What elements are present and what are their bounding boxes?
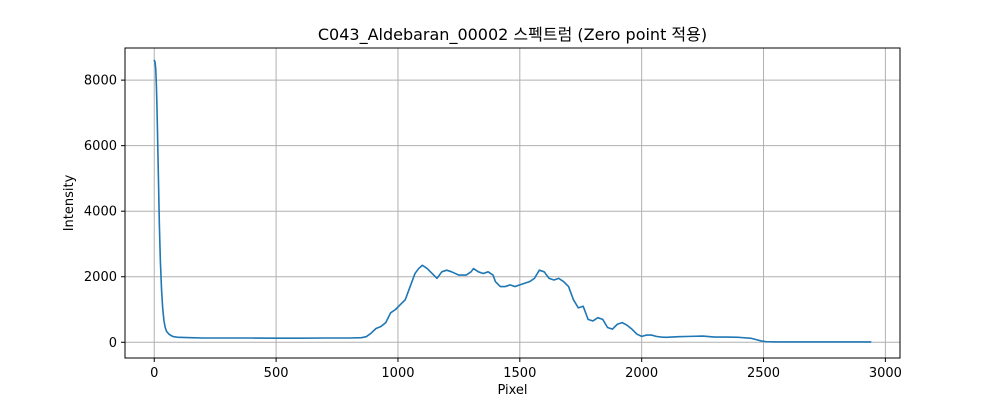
x-tick-label: 3000	[869, 366, 902, 381]
y-tick-layer: 0 2000 4000 6000 8000	[84, 74, 125, 351]
y-tick-label: 2000	[84, 270, 117, 285]
x-tick-label: 500	[264, 366, 289, 381]
y-tick-label: 6000	[84, 139, 117, 154]
plot-frame	[124, 47, 901, 359]
x-tick-label: 2500	[747, 366, 780, 381]
x-tick-label: 2000	[625, 366, 658, 381]
x-tick-label: 1000	[381, 366, 414, 381]
x-tick-label: 0	[150, 366, 158, 381]
x-tick-layer: 0 500 1000 1500 2000 2500 3000	[150, 358, 902, 381]
x-axis-label: Pixel	[497, 383, 527, 398]
y-tick-label: 4000	[84, 205, 117, 220]
spectrum-series-line	[153, 59, 872, 343]
x-tick-label: 1500	[503, 366, 536, 381]
y-tick-label: 8000	[84, 74, 117, 89]
series-layer	[153, 59, 872, 343]
grid-layer	[125, 48, 900, 358]
chart-title: C043_Aldebaran_00002 스펙트럼 (Zero point 적용…	[318, 25, 707, 45]
y-tick-label: 0	[109, 336, 117, 351]
y-axis-label: Intensity	[62, 174, 77, 231]
